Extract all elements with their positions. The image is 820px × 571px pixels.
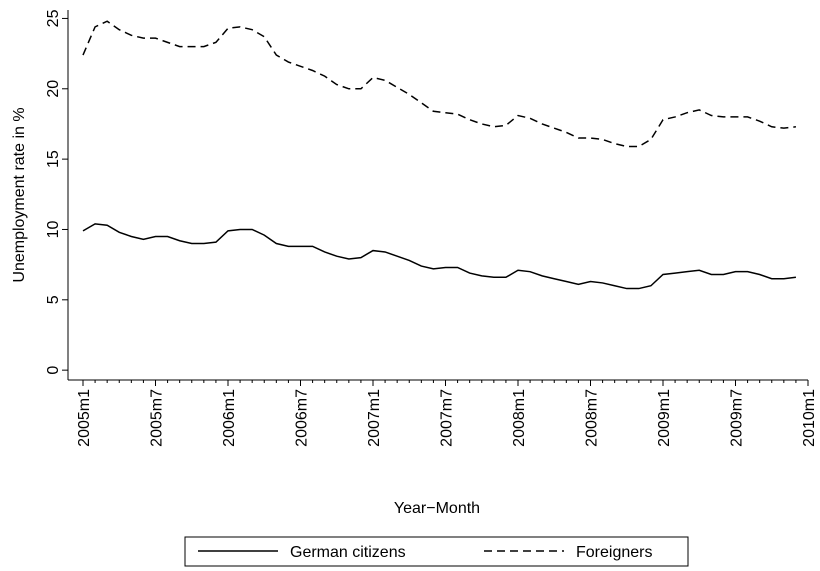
y-tick-label: 15 xyxy=(45,150,62,168)
legend-label: German citizens xyxy=(290,544,406,561)
y-tick-label: 20 xyxy=(45,80,62,98)
series-line xyxy=(82,223,797,290)
x-tick-label: 2008m1 xyxy=(511,389,528,447)
x-tick-label: 2006m1 xyxy=(221,389,238,447)
legend-label: Foreigners xyxy=(576,544,652,561)
y-tick-label: 5 xyxy=(45,295,62,304)
legend-box xyxy=(184,536,689,567)
x-tick-label: 2010m1 xyxy=(801,389,818,447)
x-tick-label: 2009m1 xyxy=(656,389,673,447)
y-tick-label: 0 xyxy=(45,366,62,375)
x-tick-label: 2007m1 xyxy=(366,389,383,447)
y-tick-label: 10 xyxy=(45,220,62,238)
x-tick-label: 2009m7 xyxy=(729,389,746,447)
y-tick-label: 25 xyxy=(45,9,62,27)
x-tick-label: 2005m1 xyxy=(76,389,93,447)
x-tick-label: 2005m7 xyxy=(149,389,166,447)
series-line xyxy=(82,20,797,148)
x-tick-label: 2008m7 xyxy=(584,389,601,447)
x-tick-label: 2007m7 xyxy=(439,389,456,447)
x-axis-title: Year−Month xyxy=(394,500,480,517)
x-tick-label: 2006m7 xyxy=(294,389,311,447)
y-axis-title: Unemployment rate in % xyxy=(11,107,28,282)
